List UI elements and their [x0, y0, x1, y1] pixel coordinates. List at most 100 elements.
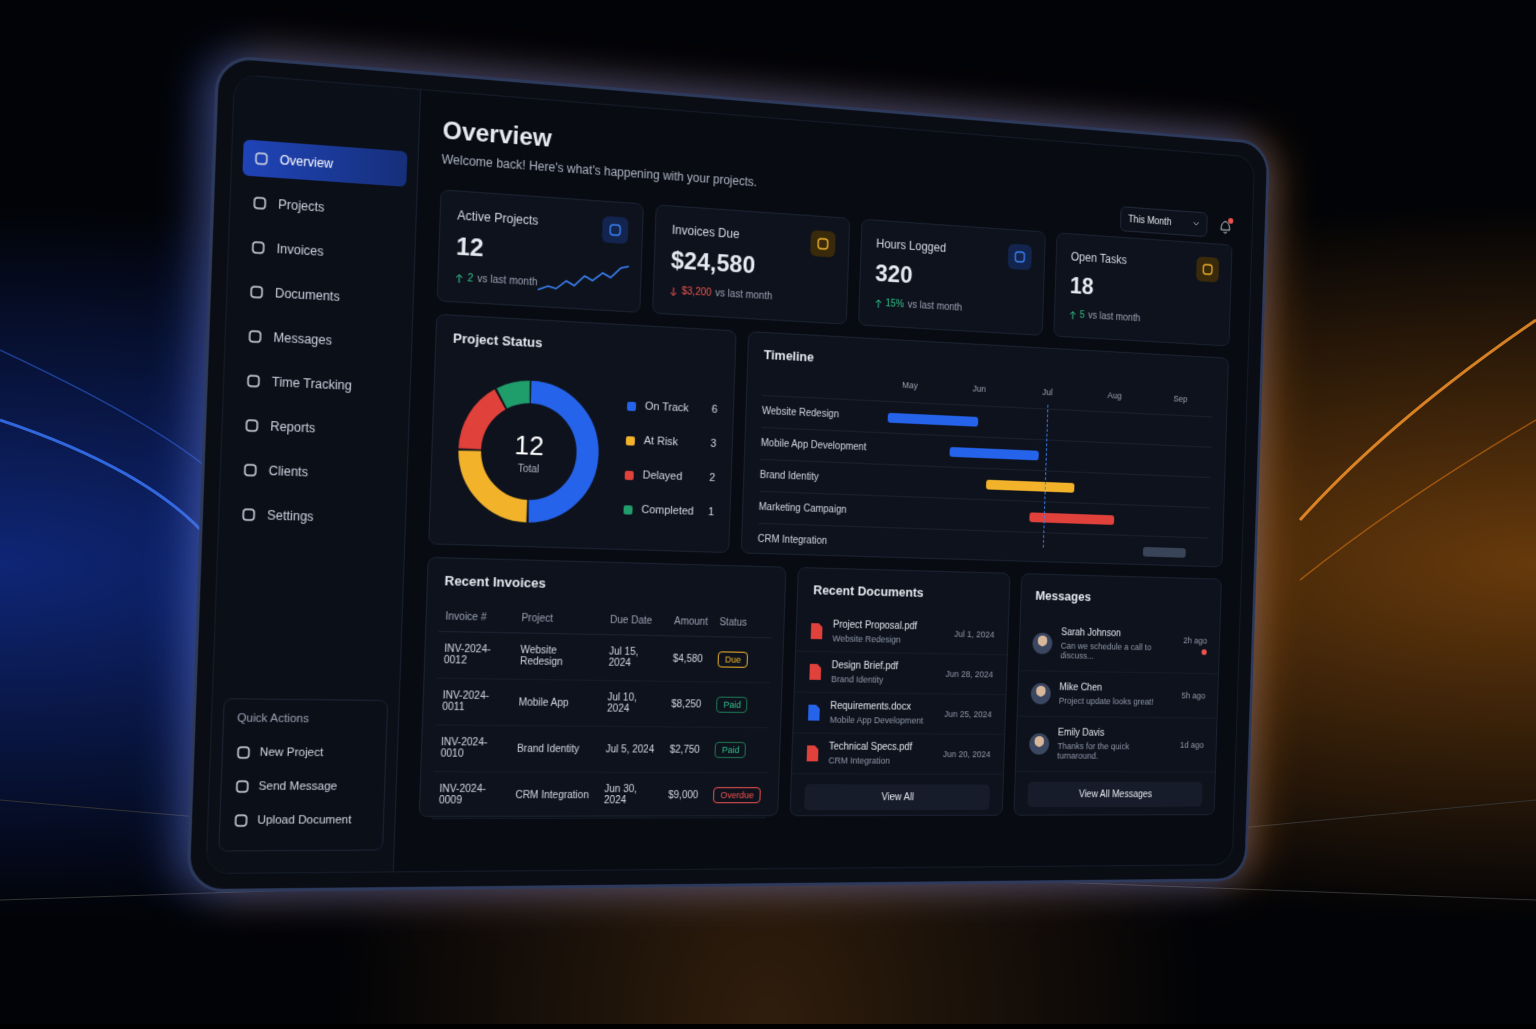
kpi-change: 15%vs last month [874, 298, 1028, 318]
glow-line [0, 350, 210, 470]
nav-item[interactable]: Documents [238, 273, 403, 318]
legend-label: Delayed [642, 469, 682, 483]
nav-item[interactable]: Settings [230, 496, 396, 537]
chevron [1193, 221, 1200, 227]
nav-item[interactable]: Projects [241, 184, 406, 231]
task-label: Website Redesign [762, 406, 874, 422]
icon [241, 507, 257, 522]
legend-label: At Risk [644, 435, 679, 449]
view-all-messages-button[interactable]: View All Messages [1027, 782, 1203, 807]
invoice-cell: INV-2024-0009 [432, 772, 510, 819]
icon-shape [610, 225, 620, 236]
task-label: Marketing Campaign [758, 502, 870, 517]
main: Overview Welcome back! Here's what's hap… [394, 90, 1254, 871]
trend-arrow-path [456, 274, 462, 283]
notification-bell[interactable] [1217, 216, 1233, 236]
view-all-button[interactable]: View All [804, 784, 989, 810]
icon [244, 418, 260, 433]
message-preview: Thanks for the quick turnaround. [1057, 741, 1171, 761]
period-select[interactable]: This Month [1120, 206, 1208, 237]
icon-shape [1203, 264, 1212, 274]
document-date: Jun 28, 2024 [945, 669, 993, 679]
card-title: Recent Invoices [427, 558, 785, 611]
glow-line [0, 420, 210, 540]
avatar [1032, 633, 1052, 655]
file-icon [810, 622, 824, 640]
icon [242, 462, 258, 477]
nav-item[interactable]: Time Tracking [234, 362, 399, 405]
document-name: Design Brief.pdf [831, 660, 936, 673]
message-time: 1d ago [1180, 740, 1204, 750]
avatar [1030, 683, 1050, 705]
file-icon [807, 704, 821, 722]
invoice-cell: Overdue [707, 773, 767, 818]
document-name: Project Proposal.pdf [833, 620, 946, 633]
invoice-cell: Paid [709, 727, 769, 772]
invoice-cell: Brand Identity [510, 726, 600, 773]
legend-swatch [623, 505, 632, 514]
quick-actions: Quick Actions New Project Send Message Upl… [218, 698, 388, 851]
card-title: Messages [1020, 574, 1221, 620]
message-item[interactable]: Mike Chen Project update looks great! 5h a… [1017, 671, 1218, 719]
nav-item[interactable]: Overview [242, 139, 407, 186]
nav-label: Messages [273, 330, 332, 348]
sparkline-line [538, 261, 629, 295]
quick-action[interactable]: Upload Document [233, 803, 371, 837]
document-name: Technical Specs.pdf [829, 742, 934, 753]
quick-action[interactable]: Send Message [234, 770, 372, 804]
kpi-label: Active Projects [457, 208, 627, 234]
trend-arrow-path [1070, 311, 1076, 319]
legend-swatch [625, 470, 634, 479]
message-info: Mike Chen Project update looks great! [1059, 682, 1173, 706]
file-icon-shape [811, 623, 823, 639]
trend-arrow-path [875, 299, 881, 307]
invoice-cell: INV-2024-0011 [435, 678, 513, 725]
quick-action[interactable]: New Project [235, 736, 373, 770]
icon-shape [245, 465, 256, 476]
kpi-icon [810, 230, 835, 257]
icon-shape [246, 420, 257, 431]
status-badge: Paid [715, 742, 747, 758]
nav-item[interactable]: Invoices [239, 228, 404, 274]
nav-item[interactable]: Clients [231, 451, 396, 493]
nav-label: Invoices [276, 241, 324, 259]
legend-value: 6 [711, 404, 717, 416]
status-badge: Due [718, 651, 748, 668]
sender-name: Mike Chen [1059, 682, 1173, 694]
invoice-cell: INV-2024-0010 [434, 725, 512, 772]
bell-badge [1228, 218, 1233, 224]
message-preview: Project update looks great! [1059, 696, 1173, 707]
nav-item[interactable]: Messages [236, 318, 401, 362]
icon [252, 195, 268, 211]
quick-actions-title: Quick Actions [237, 712, 374, 726]
quick-action-label: Send Message [258, 780, 337, 793]
document-project: Mobile App Development [830, 715, 935, 726]
icon-shape [243, 509, 254, 520]
column-header: Status [713, 609, 772, 638]
glow-line [1300, 320, 1536, 520]
nav-item[interactable]: Reports [233, 407, 398, 450]
trend-arrow [874, 298, 882, 308]
icon-shape [1015, 252, 1024, 262]
message-time: 5h ago [1181, 691, 1205, 701]
icon-shape [249, 331, 260, 342]
kpi-change-note: vs last month [1088, 311, 1140, 325]
column-header: Amount [668, 608, 714, 637]
